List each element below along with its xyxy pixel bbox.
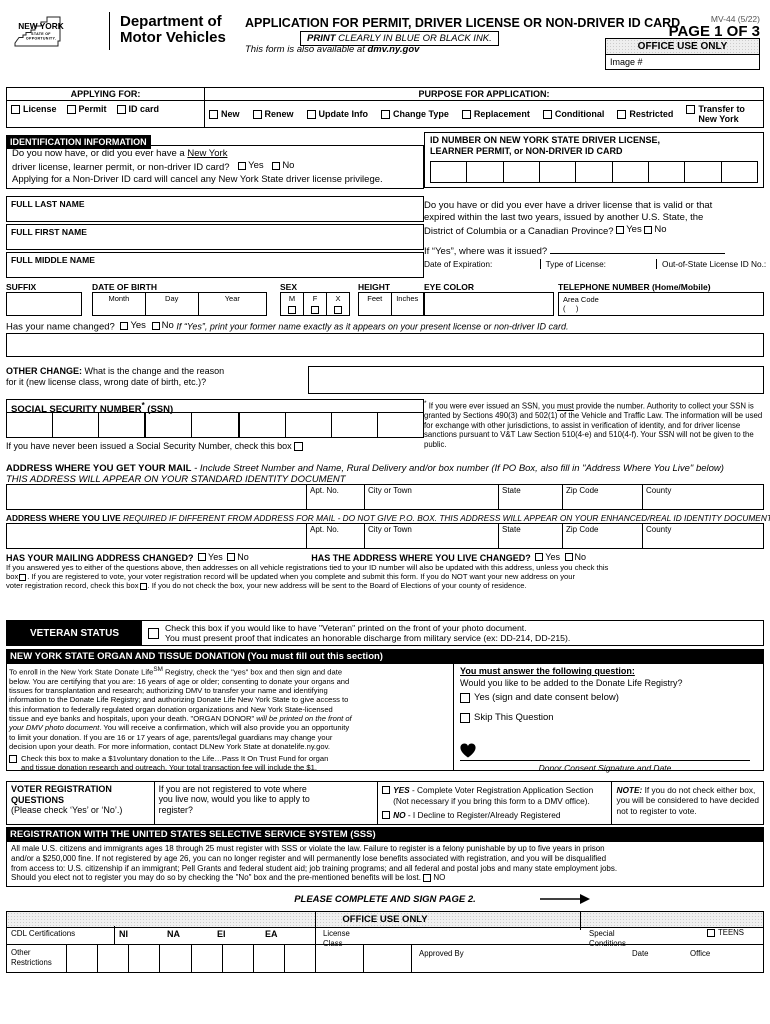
svg-text:STATE OF: STATE OF [31, 32, 51, 36]
svg-text:OPPORTUNITY.: OPPORTUNITY. [26, 37, 56, 41]
svg-text:NEW YORK: NEW YORK [18, 21, 63, 31]
